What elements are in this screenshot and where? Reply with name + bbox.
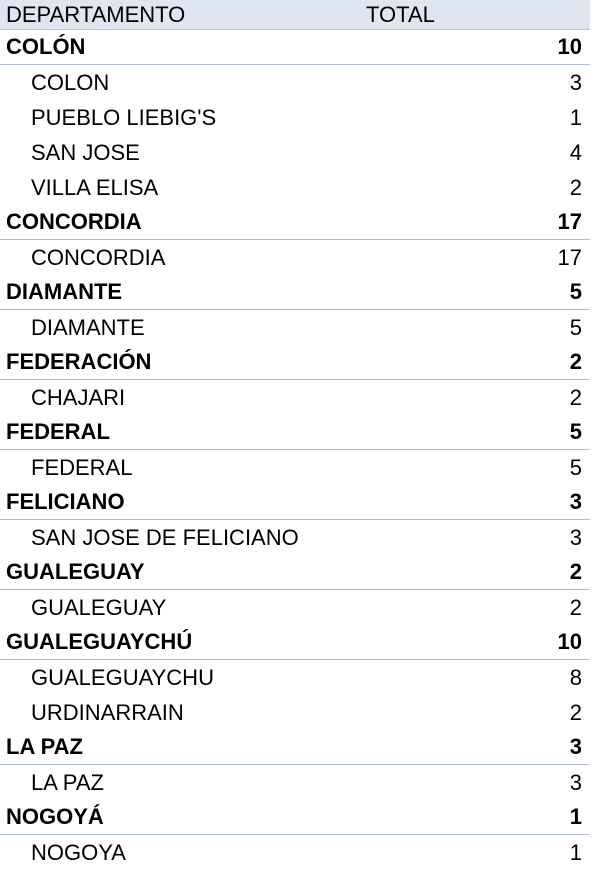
group-row-nogoya: NOGOYÁ 1 [0, 800, 590, 835]
group-total: 5 [569, 419, 582, 444]
group-total: 17 [557, 209, 582, 234]
locality-name: VILLA ELISA [31, 174, 159, 200]
table-row: CHAJARI 2 [0, 380, 590, 415]
locality-total: 2 [569, 594, 582, 620]
locality-total: 2 [569, 174, 582, 200]
group-row-federacion: FEDERACIÓN 2 [0, 345, 590, 380]
table-row: VILLA ELISA 2 [0, 170, 590, 205]
table-row: SAN JOSE DE FELICIANO 3 [0, 520, 590, 555]
group-name: DIAMANTE [6, 279, 123, 304]
locality-total: 1 [569, 839, 582, 865]
locality-name: URDINARRAIN [31, 699, 184, 725]
locality-name: PUEBLO LIEBIG'S [31, 104, 217, 130]
locality-total: 2 [569, 384, 582, 410]
group-total: 5 [569, 279, 582, 304]
locality-name: LA PAZ [31, 769, 104, 795]
table-row: FEDERAL 5 [0, 450, 590, 485]
locality-name: CHAJARI [31, 384, 126, 410]
group-row-gualeguaychu: GUALEGUAYCHÚ 10 [0, 625, 590, 660]
locality-name: NOGOYA [31, 839, 126, 865]
locality-total: 5 [569, 454, 582, 480]
group-total: 3 [569, 489, 582, 514]
group-total: 2 [569, 559, 582, 584]
table-row: URDINARRAIN 2 [0, 695, 590, 730]
table-row: LA PAZ 3 [0, 765, 590, 800]
group-name: FEDERACIÓN [6, 349, 152, 374]
table-row: CONCORDIA 17 [0, 240, 590, 275]
group-name: FEDERAL [6, 419, 110, 444]
group-row-diamante: DIAMANTE 5 [0, 275, 590, 310]
locality-total: 1 [569, 104, 582, 130]
locality-total: 5 [569, 314, 582, 340]
group-row-feliciano: FELICIANO 3 [0, 485, 590, 520]
group-row-gualeguay: GUALEGUAY 2 [0, 555, 590, 590]
group-name: FELICIANO [6, 489, 125, 514]
locality-total: 3 [569, 69, 582, 95]
locality-name: CONCORDIA [31, 244, 166, 270]
group-name: COLÓN [6, 34, 86, 59]
group-total: 10 [557, 34, 582, 59]
group-row-federal: FEDERAL 5 [0, 415, 590, 450]
locality-total: 4 [569, 139, 582, 165]
group-total: 1 [569, 804, 582, 829]
group-total: 2 [569, 349, 582, 374]
table-row: GUALEGUAYCHU 8 [0, 660, 590, 695]
column-header-departamento: DEPARTAMENTO [6, 1, 186, 27]
group-name: LA PAZ [6, 734, 83, 759]
table-row: GUALEGUAY 2 [0, 590, 590, 625]
locality-total: 2 [569, 699, 582, 725]
group-total: 3 [569, 734, 582, 759]
locality-total: 3 [569, 769, 582, 795]
table-row: COLON 3 [0, 65, 590, 100]
table-row: DIAMANTE 5 [0, 310, 590, 345]
column-header-total: TOTAL [366, 1, 435, 27]
group-total: 10 [557, 629, 582, 654]
locality-name: GUALEGUAYCHU [31, 664, 214, 690]
group-row-la-paz: LA PAZ 3 [0, 730, 590, 765]
table-row: PUEBLO LIEBIG'S 1 [0, 100, 590, 135]
group-name: NOGOYÁ [6, 804, 104, 829]
table-header: DEPARTAMENTO TOTAL [0, 0, 590, 30]
locality-name: SAN JOSE [31, 139, 140, 165]
group-row-concordia: CONCORDIA 17 [0, 205, 590, 240]
locality-name: FEDERAL [31, 454, 133, 480]
locality-total: 17 [557, 244, 582, 270]
group-name: GUALEGUAY [6, 559, 145, 584]
table-row: SAN JOSE 4 [0, 135, 590, 170]
locality-total: 8 [569, 664, 582, 690]
locality-name: COLON [31, 69, 110, 95]
locality-name: GUALEGUAY [31, 594, 167, 620]
group-name: GUALEGUAYCHÚ [6, 629, 193, 654]
locality-name: DIAMANTE [31, 314, 145, 340]
locality-name: SAN JOSE DE FELICIANO [31, 524, 299, 550]
table-row: NOGOYA 1 [0, 835, 590, 870]
group-name: CONCORDIA [6, 209, 142, 234]
locality-total: 3 [569, 524, 582, 550]
group-row-colon: COLÓN 10 [0, 30, 590, 65]
